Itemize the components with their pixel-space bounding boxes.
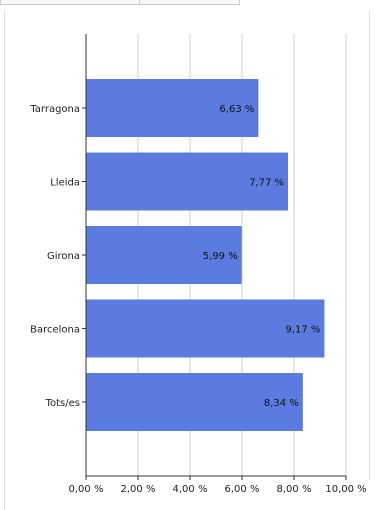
data-label: 6,63 % — [219, 104, 254, 115]
data-label: 7,77 % — [249, 178, 284, 189]
y-tick-label: Girona — [47, 251, 80, 262]
y-tick-label: Tarragona — [29, 104, 80, 115]
bar-tots-es — [86, 373, 303, 431]
x-tick-label: 2,00 % — [121, 484, 156, 495]
y-tick-label: Barcelona — [30, 325, 80, 336]
y-tick-label: Tots/es — [45, 398, 80, 409]
x-tick-label: 4,00 % — [173, 484, 208, 495]
bar-girona — [86, 226, 242, 284]
y-tick-label: Lleida — [50, 178, 80, 189]
x-tick-label: 10,00 % — [325, 484, 366, 495]
top-tab-strip — [0, 0, 240, 5]
x-tick-label: 0,00 % — [69, 484, 104, 495]
bar-barcelona — [86, 299, 325, 358]
bar-lleida — [86, 152, 289, 211]
x-tick-label: 8,00 % — [277, 484, 312, 495]
data-label: 5,99 % — [203, 251, 238, 262]
bar-tarragona — [86, 79, 259, 137]
x-tick-label: 6,00 % — [225, 484, 260, 495]
data-label: 8,34 % — [264, 398, 299, 409]
data-label: 9,17 % — [285, 325, 320, 336]
